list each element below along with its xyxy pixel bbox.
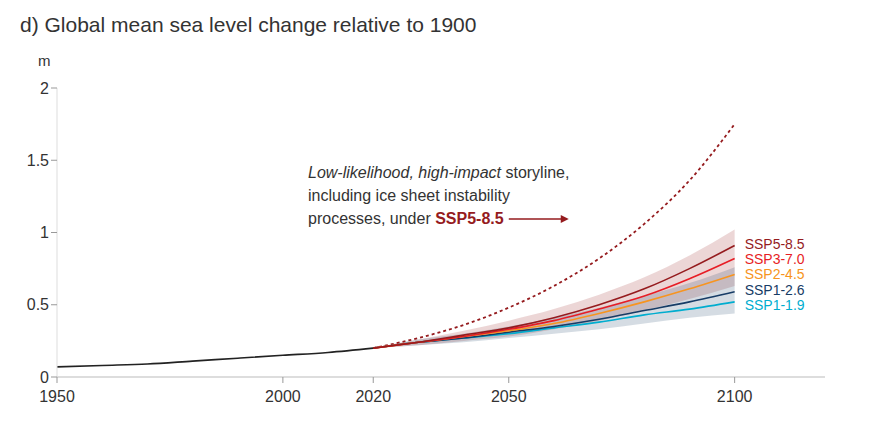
svg-text:m: m bbox=[38, 52, 51, 69]
svg-text:1: 1 bbox=[40, 224, 49, 241]
svg-text:SSP1-1.9: SSP1-1.9 bbox=[745, 297, 805, 313]
svg-text:0: 0 bbox=[40, 369, 49, 386]
svg-text:1.5: 1.5 bbox=[27, 152, 49, 169]
svg-text:d) Global mean sea level chang: d) Global mean sea level change relative… bbox=[20, 13, 476, 36]
svg-text:Low-likelihood, high-impact st: Low-likelihood, high-impact storyline, bbox=[308, 164, 569, 181]
svg-text:2000: 2000 bbox=[265, 388, 301, 405]
svg-text:processes, under SSP5-8.5: processes, under SSP5-8.5 bbox=[308, 210, 504, 227]
svg-text:SSP5-8.5: SSP5-8.5 bbox=[745, 236, 805, 252]
svg-text:2: 2 bbox=[40, 80, 49, 97]
svg-text:SSP1-2.6: SSP1-2.6 bbox=[745, 282, 805, 298]
svg-text:2020: 2020 bbox=[355, 388, 391, 405]
svg-text:SSP3-7.0: SSP3-7.0 bbox=[745, 251, 805, 267]
svg-text:2100: 2100 bbox=[717, 388, 753, 405]
svg-text:including ice sheet instabilit: including ice sheet instability bbox=[308, 187, 510, 204]
svg-text:SSP2-4.5: SSP2-4.5 bbox=[745, 266, 805, 282]
svg-text:2050: 2050 bbox=[491, 388, 527, 405]
svg-text:1950: 1950 bbox=[39, 388, 75, 405]
svg-text:0.5: 0.5 bbox=[27, 296, 49, 313]
